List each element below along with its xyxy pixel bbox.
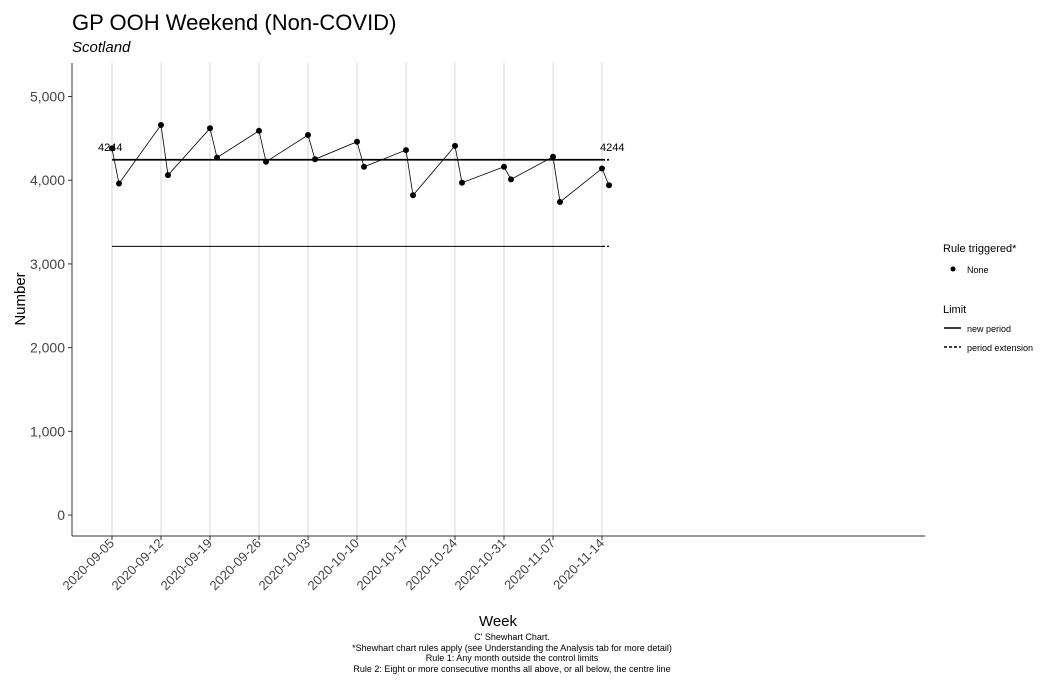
x-tick-label: 2020-09-05: [59, 536, 117, 594]
caption-line: *Shewhart chart rules apply (see Underst…: [352, 642, 672, 653]
plot-area: 42444244: [98, 63, 624, 536]
data-point: [459, 179, 465, 186]
data-series: [109, 121, 612, 205]
y-tick-label: 4,000: [30, 172, 65, 188]
x-tick-label: 2020-10-31: [451, 536, 509, 594]
x-axis-ticks: 2020-09-052020-09-122020-09-192020-09-26…: [59, 536, 607, 594]
legend-new-period-label: new period: [967, 324, 1011, 334]
x-tick-label: 2020-10-03: [255, 536, 313, 594]
data-point: [263, 158, 269, 165]
data-point: [508, 176, 514, 183]
y-tick-label: 0: [57, 507, 65, 523]
x-tick-label: 2020-10-24: [402, 536, 460, 594]
data-point: [158, 121, 164, 128]
caption-line: Rule 2: Eight or more consecutive months…: [353, 663, 671, 674]
y-tick-label: 2,000: [30, 340, 65, 356]
y-axis-label: Number: [12, 272, 29, 325]
legend-none-label: None: [967, 265, 989, 275]
caption-line: Rule 1: Any month outside the control li…: [425, 653, 599, 663]
x-tick-label: 2020-11-07: [501, 536, 558, 593]
legend: Rule triggered* None Limit new period pe…: [943, 243, 1033, 353]
y-tick-label: 3,000: [30, 256, 65, 272]
legend-extension-label: period extension: [967, 343, 1033, 353]
shewhart-chart: 42444244 0 1,000 2,000 3,000 4,000 5,000 2020…: [12, 63, 1033, 630]
data-point: [361, 163, 367, 170]
data-point: [116, 180, 122, 187]
y-tick-label: 5,000: [30, 88, 65, 104]
chart-subtitle: Scotland: [72, 39, 131, 56]
chart-title: GP OOH Weekend (Non-COVID): [72, 10, 397, 35]
y-tick-label: 1,000: [30, 423, 65, 439]
y-axis-ticks: 0 1,000 2,000 3,000 4,000 5,000: [30, 88, 72, 523]
x-tick-label: 2020-10-17: [353, 536, 411, 594]
x-tick-label: 2020-09-19: [157, 536, 215, 594]
data-point: [207, 125, 213, 132]
x-axis-label: Week: [479, 613, 518, 630]
legend-rule-title: Rule triggered*: [943, 243, 1017, 255]
x-tick-label: 2020-09-26: [206, 536, 264, 594]
data-point: [312, 156, 318, 163]
series-line: [111, 123, 610, 203]
chart-caption: C' Shewhart Chart. *Shewhart chart rules…: [0, 632, 1024, 674]
data-point: [256, 127, 262, 134]
data-point: [354, 138, 360, 145]
centre-line-label-end: 4244: [600, 142, 624, 154]
caption-line: C' Shewhart Chart.: [474, 632, 550, 642]
data-point: [109, 145, 115, 152]
data-point: [410, 192, 416, 199]
x-tick-label: 2020-09-12: [108, 536, 166, 594]
data-point: [606, 182, 612, 189]
data-point: [305, 131, 311, 138]
data-point: [165, 172, 171, 179]
data-point: [403, 147, 409, 154]
data-point: [214, 154, 220, 161]
data-point: [557, 198, 563, 205]
control-limits: 42444244: [98, 142, 624, 247]
data-point: [501, 163, 507, 170]
vertical-gridlines: [111, 63, 603, 536]
legend-none-marker: [950, 266, 956, 272]
x-tick-label: 2020-11-14: [550, 536, 607, 593]
legend-limit-title: Limit: [943, 304, 966, 316]
data-point: [452, 142, 458, 149]
x-tick-label: 2020-10-10: [304, 536, 362, 594]
data-point: [550, 153, 556, 160]
data-point: [599, 165, 605, 172]
